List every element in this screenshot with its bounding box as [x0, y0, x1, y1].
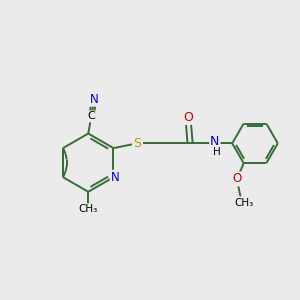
- Text: N: N: [111, 171, 119, 184]
- Text: C: C: [87, 111, 95, 122]
- Text: CH₃: CH₃: [234, 198, 253, 208]
- Text: O: O: [233, 172, 242, 185]
- Text: H: H: [214, 147, 221, 157]
- Text: O: O: [184, 111, 194, 124]
- Text: S: S: [133, 137, 141, 150]
- Text: CH₃: CH₃: [79, 204, 98, 214]
- Text: N: N: [90, 93, 99, 106]
- Text: N: N: [210, 135, 220, 148]
